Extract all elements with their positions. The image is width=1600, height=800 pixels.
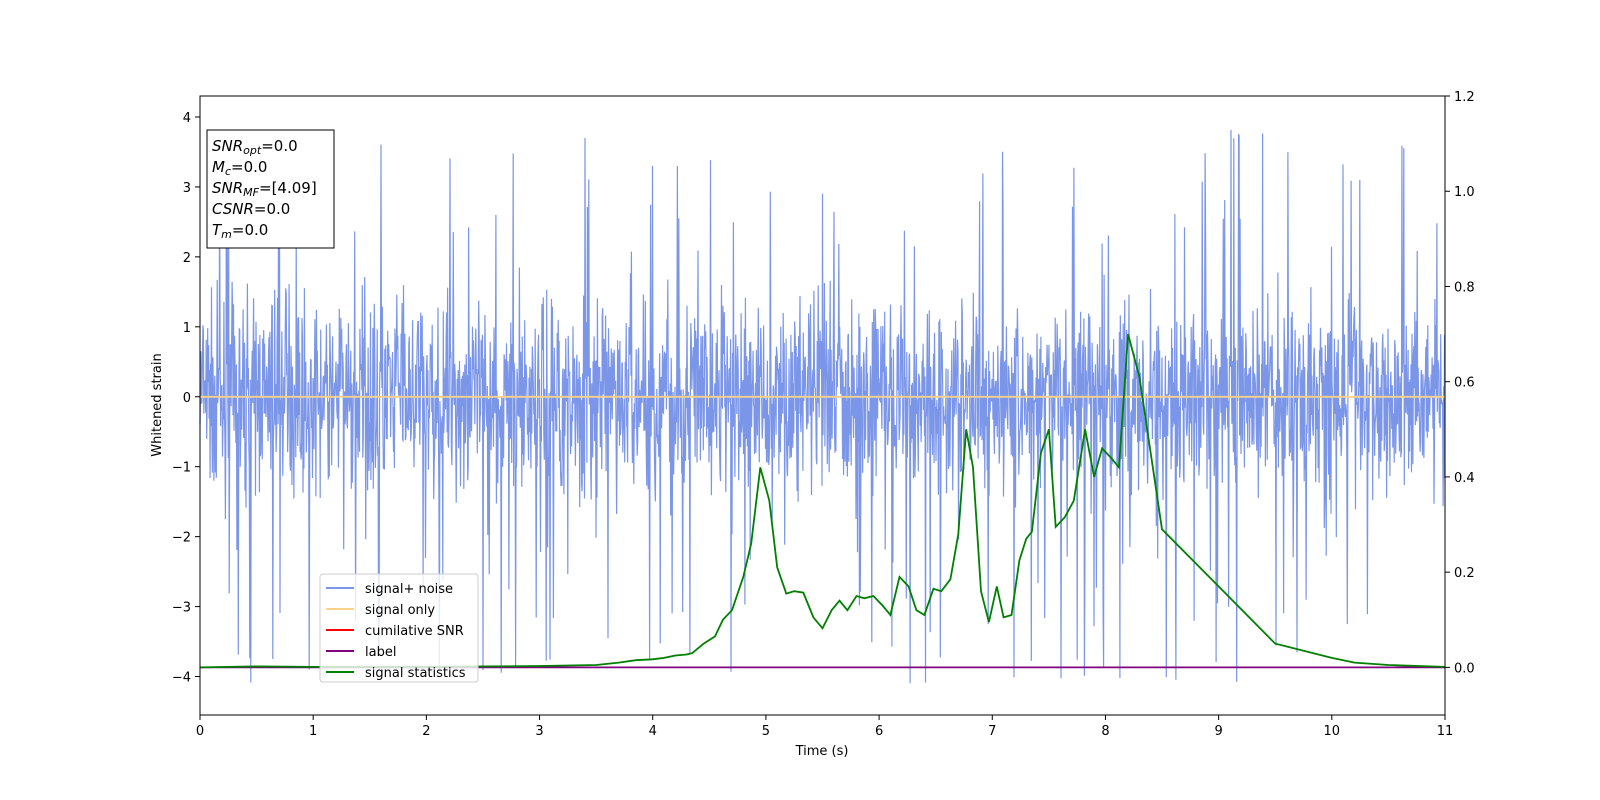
x-tick-label: 11 bbox=[1437, 724, 1454, 739]
x-axis: 0 1 2 3 4 5 6 7 8 9 10 11 bbox=[196, 715, 1453, 739]
y2-tick-label: 1.2 bbox=[1454, 90, 1475, 105]
legend-label: signal+ noise bbox=[365, 582, 453, 597]
y2-tick-label: 1.0 bbox=[1454, 185, 1475, 200]
legend-label: signal statistics bbox=[365, 666, 466, 681]
info-line: SNRMF=[4.09] bbox=[212, 179, 317, 199]
y-tick-label: −4 bbox=[172, 671, 191, 686]
x-tick-label: 6 bbox=[875, 724, 883, 739]
x-tick-label: 7 bbox=[988, 724, 996, 739]
legend-label: label bbox=[365, 645, 396, 660]
y-axis-right: 0.0 0.2 0.4 0.6 0.8 1.0 1.2 bbox=[1445, 90, 1475, 676]
axes-frame bbox=[199, 95, 1446, 716]
y-axis-label: Whitened strain bbox=[150, 353, 165, 456]
y-tick-label: −3 bbox=[172, 601, 191, 616]
x-tick-label: 1 bbox=[309, 724, 317, 739]
y-tick-label: −1 bbox=[172, 461, 191, 476]
x-tick-label: 9 bbox=[1214, 724, 1222, 739]
x-tick-label: 2 bbox=[422, 724, 430, 739]
y-tick-label: 2 bbox=[183, 251, 191, 266]
x-tick-label: 4 bbox=[649, 724, 657, 739]
x-axis-label: Time (s) bbox=[795, 744, 849, 759]
series-signal-noise-line bbox=[199, 129, 1446, 684]
legend: signal+ noise signal only cumilative SNR la… bbox=[319, 573, 479, 683]
y2-tick-label: 0.2 bbox=[1454, 566, 1475, 581]
x-tick-label: 5 bbox=[762, 724, 770, 739]
info-line: CSNR=0.0 bbox=[212, 200, 290, 218]
series-line-4 bbox=[199, 333, 1446, 669]
y2-tick-label: 0.8 bbox=[1454, 280, 1475, 295]
y2-tick-label: 0.6 bbox=[1454, 376, 1475, 391]
legend-label: cumilative SNR bbox=[365, 624, 464, 639]
y-tick-label: 0 bbox=[183, 391, 191, 406]
info-line: Tm=0.0 bbox=[212, 221, 268, 241]
x-tick-label: 3 bbox=[535, 724, 543, 739]
info-line: Mc=0.0 bbox=[212, 158, 267, 178]
legend-label: signal only bbox=[365, 603, 435, 618]
info-line: SNRopt=0.0 bbox=[212, 137, 298, 157]
x-tick-label: 10 bbox=[1324, 724, 1341, 739]
y-tick-label: −2 bbox=[172, 531, 191, 546]
x-tick-label: 8 bbox=[1101, 724, 1109, 739]
y2-tick-label: 0.4 bbox=[1454, 471, 1475, 486]
y-tick-label: 4 bbox=[183, 111, 191, 126]
y-tick-label: 3 bbox=[183, 181, 191, 196]
x-tick-label: 0 bbox=[196, 724, 204, 739]
y2-tick-label: 0.0 bbox=[1454, 661, 1475, 676]
y-axis-left: −4 −3 −2 −1 0 1 2 3 4 bbox=[172, 111, 200, 686]
y-tick-label: 1 bbox=[183, 321, 191, 336]
